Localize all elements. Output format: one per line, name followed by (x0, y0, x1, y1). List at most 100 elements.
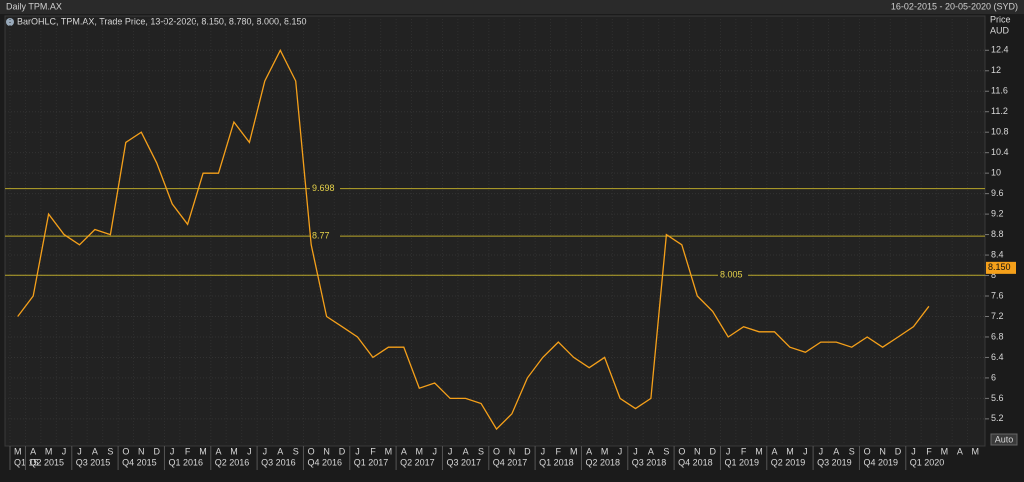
x-tick-label: M (385, 446, 393, 456)
level-label-bg (718, 269, 748, 281)
x-tick-label: O (493, 446, 500, 456)
y-tick-label: 12.4 (991, 45, 1009, 55)
y-tick-label: 9.2 (991, 208, 1004, 218)
x-tick-label: A (401, 446, 407, 456)
x-tick-label: O (864, 446, 871, 456)
quarter-label: Q2 2015 (29, 457, 64, 467)
quarter-label: Q1 2020 (910, 457, 945, 467)
x-tick-label: M (941, 446, 949, 456)
x-tick-label: M (45, 446, 53, 456)
x-tick-label: N (879, 446, 886, 456)
x-tick-label: N (138, 446, 145, 456)
quarter-label: Q1 15 (14, 457, 39, 467)
x-tick-label: J (633, 446, 638, 456)
quarter-label: Q1 2016 (168, 457, 203, 467)
x-tick-label: F (926, 446, 932, 456)
x-tick-label: J (541, 446, 546, 456)
x-tick-label: J (247, 446, 252, 456)
y-tick-label: 10.8 (991, 127, 1009, 137)
price-line (17, 48, 930, 431)
x-tick-label: M (416, 446, 424, 456)
x-tick-label: A (463, 446, 469, 456)
x-tick-label: J (170, 446, 175, 456)
y-tick-label: 12 (991, 65, 1001, 75)
y-tick-label: 10.4 (991, 147, 1009, 157)
y-tick-label: 11.6 (991, 86, 1008, 96)
x-tick-label: J (803, 446, 808, 456)
x-tick-label: S (478, 446, 484, 456)
y-tick-label: 6 (991, 372, 996, 382)
x-tick-label: F (556, 446, 562, 456)
quarter-label: Q1 2017 (354, 457, 389, 467)
quarter-label: Q2 2019 (771, 457, 806, 467)
x-tick-label: J (448, 446, 453, 456)
y-tick-label: 8.4 (991, 249, 1004, 259)
x-tick-label: S (107, 446, 113, 456)
x-tick-label: S (849, 446, 855, 456)
date-range: 16-02-2015 - 20-05-2020 (SYD) (891, 1, 1018, 11)
quarter-label: Q2 2017 (400, 457, 435, 467)
y-tick-label: 8.8 (991, 229, 1004, 239)
x-tick-label: M (230, 446, 238, 456)
x-tick-label: D (895, 446, 902, 456)
x-tick-label: M (786, 446, 794, 456)
quarter-label: Q4 2019 (863, 457, 898, 467)
x-tick-label: M (972, 446, 980, 456)
quarter-label: Q4 2015 (122, 457, 157, 467)
x-tick-label: J (355, 446, 360, 456)
header-bar (0, 0, 1024, 14)
y-tick-label: 7.6 (991, 290, 1004, 300)
x-tick-label: F (741, 446, 747, 456)
quarter-label: Q4 2016 (307, 457, 342, 467)
quarter-label: Q3 2016 (261, 457, 296, 467)
y-tick-label: 7.2 (991, 311, 1004, 321)
plot-area (4, 15, 986, 447)
x-tick-label: M (755, 446, 763, 456)
y-tick-label: 5.2 (991, 413, 1004, 423)
x-tick-label: J (263, 446, 268, 456)
x-tick-label: M (14, 446, 22, 456)
x-tick-label: A (215, 446, 221, 456)
level-label: 9.698 (312, 183, 335, 193)
y-tick-label: 11.2 (991, 106, 1008, 116)
x-tick-label: A (771, 446, 777, 456)
x-tick-label: S (663, 446, 669, 456)
quarter-label: Q3 2018 (632, 457, 667, 467)
x-tick-label: J (819, 446, 824, 456)
y-tick-label: 10 (991, 168, 1001, 178)
x-tick-label: A (586, 446, 592, 456)
x-tick-label: N (323, 446, 330, 456)
x-tick-label: A (957, 446, 963, 456)
quarter-label: Q3 2015 (76, 457, 111, 467)
quarter-label: Q4 2017 (493, 457, 528, 467)
chart-title: Daily TPM.AX (6, 1, 62, 11)
quarter-label: Q1 2018 (539, 457, 574, 467)
y-tick-label: 6.4 (991, 352, 1004, 362)
auto-button[interactable] (990, 433, 1018, 446)
x-tick-label: M (601, 446, 609, 456)
x-tick-label: N (694, 446, 701, 456)
y-axis-unit: AUD (990, 25, 1010, 35)
x-tick-label: D (524, 446, 531, 456)
quarter-label: Q2 2018 (585, 457, 620, 467)
quarter-label: Q4 2018 (678, 457, 713, 467)
level-label: 8.77 (312, 230, 330, 240)
auto-button-label[interactable]: Auto (995, 434, 1014, 444)
x-tick-label: J (911, 446, 916, 456)
y-tick-label: 9.6 (991, 188, 1004, 198)
x-tick-label: M (570, 446, 578, 456)
x-tick-label: A (648, 446, 654, 456)
x-tick-label: A (277, 446, 283, 456)
x-tick-label: O (308, 446, 315, 456)
x-tick-label: J (62, 446, 67, 456)
quarter-label: Q2 2016 (215, 457, 250, 467)
x-tick-label: A (92, 446, 98, 456)
legend-entry: BarOHLC, TPM.AX, Trade Price, 13-02-2020… (17, 16, 307, 26)
level-label-bg (310, 230, 340, 242)
x-tick-label: O (678, 446, 685, 456)
x-tick-label: J (432, 446, 437, 456)
y-tick-label: 8 (991, 270, 996, 280)
x-tick-label: O (122, 446, 129, 456)
x-tick-label: S (293, 446, 299, 456)
